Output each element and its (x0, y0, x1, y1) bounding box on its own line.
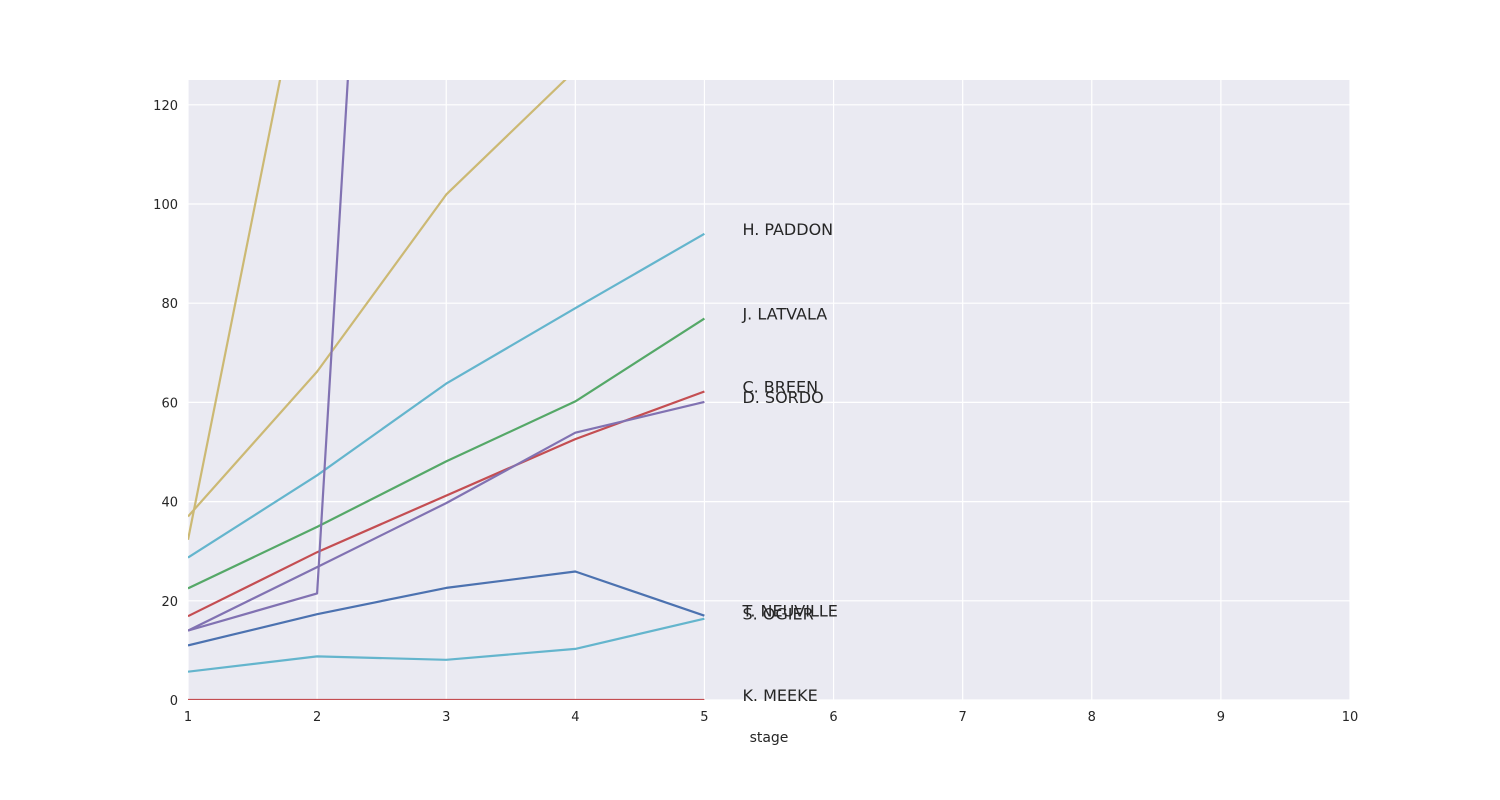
series-line-unlabeled (188, 80, 282, 541)
y-tick-label: 20 (161, 595, 178, 610)
y-tick-label: 0 (170, 694, 178, 709)
series-label-j-latvala: J. LATVALA (741, 305, 827, 324)
series-label-s-ogier: S. OGIER (742, 605, 813, 624)
series-label-k-meeke: K. MEEKE (742, 686, 817, 705)
x-tick-label: 6 (829, 710, 837, 725)
series-line-h-paddon (188, 232, 705, 559)
x-tick-label: 7 (959, 710, 967, 725)
x-axis-label: stage (750, 730, 789, 746)
x-tick-label: 9 (1217, 710, 1225, 725)
x-tick-label: 1 (184, 710, 192, 725)
series-line-j-latvala (188, 317, 705, 590)
series-line-t-neuville (188, 570, 705, 647)
gridlines (187, 80, 1351, 701)
series-label-c-breen: C. BREEN (742, 377, 818, 396)
y-tick-label: 100 (153, 198, 178, 213)
series-label-h-paddon: H. PADDON (742, 220, 833, 239)
x-tick-label: 10 (1342, 710, 1359, 725)
y-tick-label: 60 (161, 396, 178, 411)
series-line-unlabeled (188, 80, 567, 518)
x-tick-label: 2 (313, 710, 321, 725)
series-label-d-sordo: D. SORDO (742, 388, 823, 407)
series-lines (188, 80, 705, 700)
series-line-d-sordo (188, 400, 705, 632)
plot-background (188, 80, 1350, 700)
series-label-t-neuville: T. NEUVILLE (741, 602, 837, 621)
y-tick-label: 40 (161, 496, 178, 511)
series-line-s-ogier (188, 617, 705, 673)
y-tick-label: 120 (153, 99, 178, 114)
x-tick-label: 3 (442, 710, 450, 725)
x-tick-label: 4 (571, 710, 579, 725)
x-tick-label: 8 (1088, 710, 1096, 725)
y-tick-label: 80 (161, 297, 178, 312)
series-line-unlabeled (188, 80, 349, 632)
x-tick-label: 5 (700, 710, 708, 725)
